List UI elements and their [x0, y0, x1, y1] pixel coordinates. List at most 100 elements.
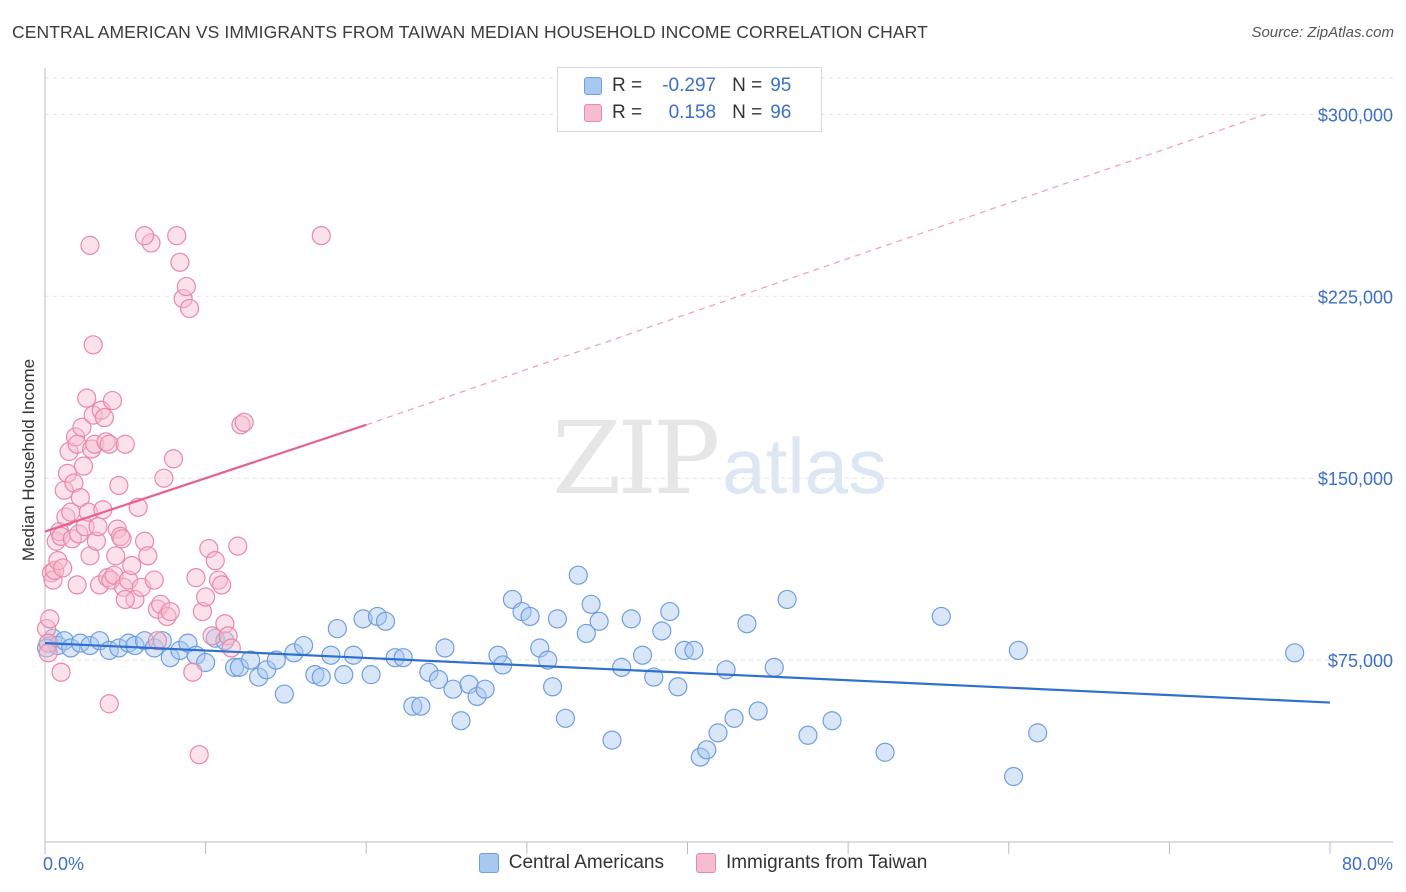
point-taiwan	[228, 536, 248, 556]
point-taiwan	[144, 570, 164, 590]
point-central-americans	[555, 708, 576, 728]
point-taiwan	[99, 694, 119, 714]
point-taiwan	[80, 235, 100, 255]
trendline-taiwan-extension	[366, 113, 1266, 426]
point-taiwan	[40, 609, 60, 629]
legend-r-label: R =	[612, 75, 643, 96]
legend-r-label: R =	[612, 102, 643, 123]
series-legend-label: Central Americans	[508, 852, 664, 873]
point-central-americans	[1285, 643, 1305, 663]
point-central-americans	[697, 740, 717, 760]
point-taiwan	[57, 463, 78, 483]
point-central-americans	[428, 669, 449, 690]
point-taiwan	[67, 575, 87, 595]
point-taiwan	[94, 407, 115, 428]
point-central-americans	[294, 635, 314, 656]
point-central-americans	[632, 645, 653, 665]
point-central-americans	[411, 696, 431, 716]
point-taiwan	[192, 601, 213, 622]
series-legend-taiwan[interactable]: Immigrants from Taiwan	[695, 852, 927, 874]
point-central-americans	[538, 650, 558, 670]
point-taiwan	[151, 594, 171, 614]
series-legend-central-americans[interactable]: Central Americans	[478, 852, 664, 874]
point-taiwan	[69, 524, 89, 544]
point-taiwan	[70, 487, 90, 508]
point-taiwan	[176, 276, 196, 297]
point-central-americans	[435, 638, 455, 658]
point-taiwan	[202, 626, 222, 646]
point-taiwan	[134, 531, 155, 551]
point-central-americans	[708, 723, 728, 743]
legend-n-value: 96	[770, 102, 792, 123]
point-taiwan	[85, 434, 105, 454]
point-central-americans	[520, 606, 540, 627]
point-central-americans	[257, 660, 277, 680]
point-central-americans	[668, 677, 688, 697]
point-taiwan	[115, 434, 135, 454]
point-central-americans	[393, 648, 413, 668]
point-taiwan	[231, 415, 251, 435]
point-central-americans	[403, 696, 423, 716]
point-central-americans	[764, 657, 784, 677]
point-central-americans	[274, 684, 294, 704]
point-central-americans	[353, 609, 373, 629]
point-taiwan	[86, 531, 107, 551]
point-central-americans	[451, 711, 471, 731]
legend-r-value: 0.158	[668, 102, 717, 123]
point-taiwan	[221, 638, 241, 658]
point-taiwan	[138, 546, 158, 566]
y-tick-label: $75,000	[1328, 651, 1393, 671]
point-central-americans	[224, 657, 245, 677]
point-central-americans	[443, 679, 463, 699]
legend-row-taiwan: R = 0.158 N = 96	[584, 100, 791, 126]
point-taiwan	[234, 412, 254, 433]
point-taiwan	[115, 589, 135, 610]
y-tick-label: $300,000	[1318, 105, 1393, 125]
point-central-americans	[419, 662, 439, 682]
watermark-atlas: atlas	[722, 422, 888, 510]
point-central-americans	[196, 652, 216, 673]
point-taiwan	[170, 252, 190, 272]
y-tick-label: $225,000	[1318, 287, 1393, 307]
point-taiwan	[215, 614, 235, 634]
point-taiwan	[106, 546, 126, 566]
point-taiwan	[179, 298, 200, 319]
point-central-americans	[875, 742, 895, 762]
point-taiwan	[77, 388, 97, 408]
point-taiwan	[218, 626, 238, 646]
point-taiwan	[83, 335, 103, 355]
point-taiwan	[163, 449, 184, 469]
point-central-americans	[241, 650, 261, 670]
legend-swatch-blue	[584, 77, 602, 95]
point-central-americans	[334, 665, 354, 685]
point-central-americans	[568, 565, 588, 585]
point-central-americans	[674, 640, 694, 660]
point-central-americans	[1008, 640, 1028, 660]
y-axis-title: Median Household Income	[19, 359, 38, 561]
series-swatch-blue	[478, 853, 499, 873]
point-central-americans	[284, 643, 304, 663]
point-central-americans	[229, 657, 249, 677]
point-central-americans	[475, 679, 495, 699]
watermark: ZIPatlas	[552, 400, 887, 517]
point-central-americans	[311, 667, 331, 687]
correlation-legend: R = -0.297 N = 95 R = 0.158 N = 96	[557, 67, 822, 132]
legend-row-central-americans: R = -0.297 N = 95	[584, 73, 791, 99]
point-central-americans	[152, 631, 172, 651]
point-taiwan	[125, 589, 145, 610]
x-tick-label: 80.0%	[1342, 854, 1393, 874]
point-taiwan	[311, 226, 331, 246]
point-central-americans	[737, 614, 757, 634]
point-taiwan	[147, 631, 168, 651]
point-central-americans	[375, 611, 396, 631]
point-central-americans	[716, 660, 736, 680]
point-central-americans	[467, 686, 487, 707]
point-central-americans	[542, 677, 563, 697]
point-central-americans	[748, 701, 768, 721]
legend-n-label: N =	[732, 102, 763, 123]
point-central-americans	[361, 665, 381, 685]
point-central-americans	[652, 621, 672, 641]
point-taiwan	[72, 417, 92, 437]
point-central-americans	[547, 609, 567, 629]
